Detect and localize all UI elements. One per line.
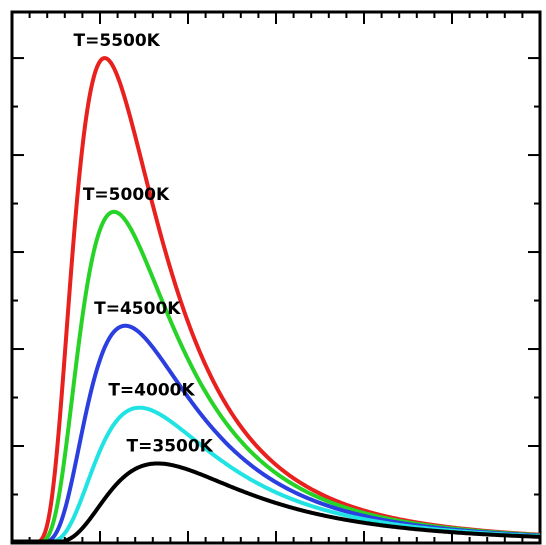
curves-group — [11, 56, 541, 544]
curve-label-4000k: T=4000K — [108, 381, 195, 401]
curve-label-5000k: T=5000K — [83, 185, 170, 205]
curve-4500k — [11, 323, 541, 544]
curve-label-4500k: T=4500K — [94, 299, 181, 319]
curve-3500k — [11, 461, 541, 544]
curve-label-3500k: T=3500K — [127, 437, 214, 457]
curve-label-5500k: T=5500K — [74, 31, 161, 51]
curve-labels: T=5500K T=5000K T=4500K T=4000K T=3500K — [74, 31, 214, 456]
axis-ticks — [12, 12, 540, 543]
